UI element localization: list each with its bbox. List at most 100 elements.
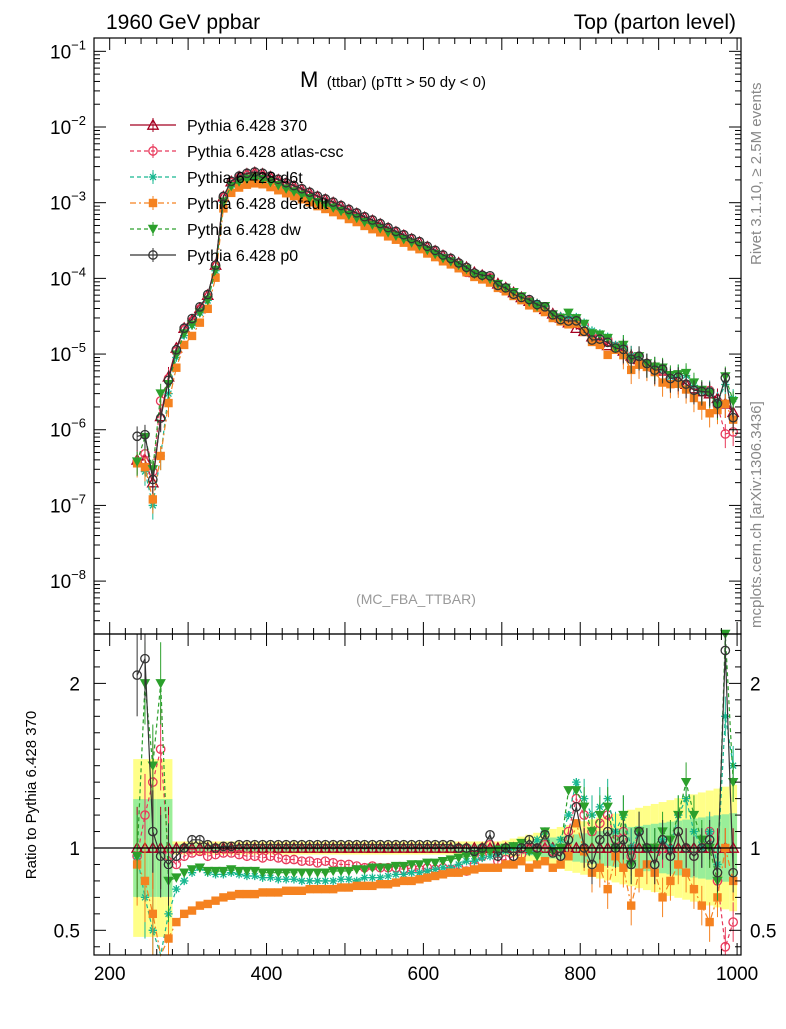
ratio-point [320, 868, 331, 878]
ratio-point [336, 875, 346, 884]
ratio-point [265, 868, 276, 878]
ratio-point [368, 881, 377, 891]
ratio-point [178, 868, 190, 878]
ratio-point [289, 875, 299, 884]
top-point [202, 289, 213, 300]
ratio-point [618, 810, 629, 821]
ratio-point [281, 875, 291, 884]
ratio-point [211, 896, 220, 905]
top-point [704, 387, 715, 397]
top-point [187, 331, 197, 341]
ratio-point [195, 901, 205, 910]
ratio-point [194, 863, 206, 873]
ratio-point [540, 856, 550, 866]
legend-marker [147, 224, 159, 235]
ratio-point [375, 863, 386, 873]
ratio-point [313, 884, 322, 894]
ratio-point [171, 851, 182, 862]
chart-title-sub: (ttbar) (pTtt > 50 dy < 0) [327, 74, 486, 91]
top-point [234, 183, 244, 192]
top-point [155, 389, 166, 399]
ratio-point [242, 889, 252, 899]
top-point [242, 180, 252, 189]
top-point [587, 337, 597, 347]
ratio-point [462, 866, 471, 876]
ratio-point [532, 835, 542, 844]
y-tick-base: 10 [50, 118, 71, 139]
ratio-point [453, 853, 464, 864]
top-point [721, 399, 730, 409]
legend-item: Pythia 6.428 d6t [130, 170, 303, 187]
ratio-point [132, 670, 142, 681]
ratio-point [493, 863, 503, 872]
top-point [164, 398, 173, 408]
ratio-point [423, 873, 432, 882]
x-tick-label: 800 [564, 964, 596, 985]
ratio-point [602, 826, 613, 837]
ratio-point [289, 886, 299, 895]
ratio-point [680, 777, 692, 788]
ratio-point [280, 868, 292, 878]
ratio-point [360, 881, 369, 891]
top-point [131, 457, 143, 467]
ratio-point [305, 884, 314, 894]
y-tick-base: 10 [50, 421, 71, 442]
ratio-point [501, 860, 510, 869]
legend-marker [148, 250, 158, 260]
top-series-pythia-6-428-p0 [132, 167, 739, 494]
legend-marker [146, 118, 160, 130]
ratio-point [704, 834, 715, 845]
ratio-point [344, 883, 354, 892]
ratio-point [712, 867, 723, 878]
y-tick-label: 10−7 [50, 491, 86, 517]
y-tick-label: 10−1 [50, 37, 86, 63]
top-point [227, 188, 236, 198]
ratio-point [258, 888, 267, 897]
ratio-point [250, 889, 259, 899]
top-point [563, 308, 574, 318]
ratio-point [407, 868, 416, 877]
ratio-y-tick-label-left: 2 [69, 674, 80, 695]
top-point [250, 179, 259, 188]
legend-item: Pythia 6.428 p0 [130, 248, 298, 265]
ratio-point [147, 826, 158, 837]
ratio-point [454, 868, 463, 877]
top-point [218, 191, 229, 202]
top-point [179, 323, 190, 333]
top-point [564, 320, 573, 329]
ratio-point [532, 860, 542, 869]
ratio-point [327, 866, 339, 877]
top-point [148, 495, 158, 504]
ratio-point [163, 859, 174, 870]
top-point [461, 264, 472, 275]
top-point [179, 340, 189, 350]
ratio-point [219, 893, 228, 902]
x-tick-label: 600 [408, 964, 440, 985]
ratio-point [140, 810, 150, 820]
ratio-y-tick-label-right: 1 [750, 839, 761, 860]
ratio-point [634, 868, 644, 877]
ratio-point [164, 934, 173, 943]
ratio-point [415, 875, 424, 884]
ratio-point [305, 876, 314, 886]
ratio-point [179, 909, 189, 919]
chart-title: M (ttbar) (pTtt > 50 dy < 0) [300, 67, 486, 92]
y-tick-label: 10−5 [50, 340, 86, 366]
top-point [438, 250, 448, 260]
ratio-point [195, 846, 205, 857]
top-series-group [130, 166, 740, 520]
ratio-point [673, 826, 684, 837]
ratio-point [249, 866, 260, 877]
x-tick-label: 400 [251, 964, 283, 985]
y-tick-exponent: −2 [71, 113, 86, 128]
ratio-point [313, 876, 322, 886]
ratio-point [697, 901, 706, 910]
top-point [618, 344, 629, 355]
ratio-point [437, 856, 449, 867]
ratio-point [155, 744, 166, 755]
ratio-point [266, 888, 275, 897]
ratio-point [226, 865, 237, 875]
ratio-point [438, 870, 448, 879]
top-point [595, 340, 605, 350]
